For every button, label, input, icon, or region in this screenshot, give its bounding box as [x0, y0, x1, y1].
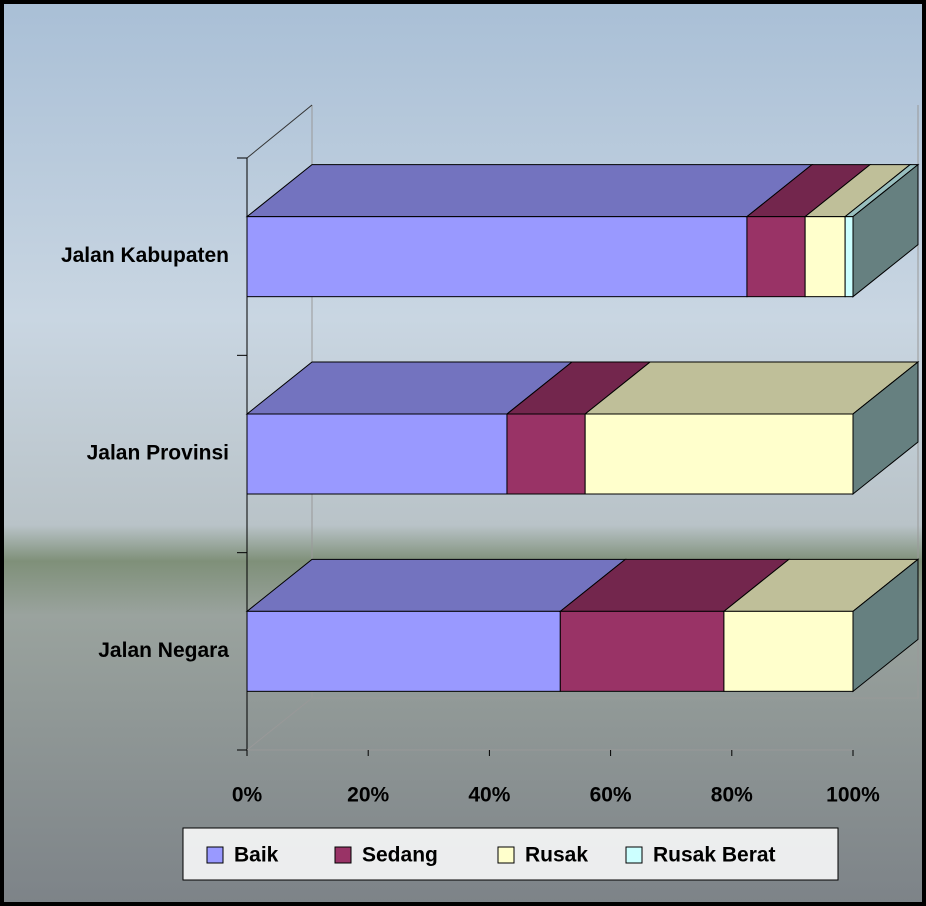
bar: [506, 413, 586, 495]
bar: [246, 610, 561, 692]
legend-swatch: [625, 846, 643, 864]
bar: [844, 216, 854, 298]
bar-top: [245, 558, 627, 612]
x-tick-label: 20%: [347, 784, 389, 807]
legend-label: Baik: [234, 844, 279, 867]
legend-label: Rusak: [525, 844, 588, 867]
bar-side: [852, 163, 919, 298]
bar: [246, 413, 508, 495]
x-tick-label: 40%: [468, 784, 510, 807]
legend-label: Sedang: [362, 844, 438, 867]
bar: [746, 216, 806, 298]
bar: [584, 413, 854, 495]
bar-side: [852, 558, 919, 693]
bar-top: [245, 164, 814, 218]
bar: [804, 216, 846, 298]
y-tick-label: Jalan Provinsi: [87, 442, 229, 465]
bar-side: [852, 360, 919, 496]
y-tick-label: Jalan Negara: [98, 639, 229, 662]
legend-swatch: [497, 846, 515, 864]
x-tick-label: 0%: [232, 784, 263, 807]
bar: [723, 610, 854, 692]
legend-label: Rusak Berat: [653, 844, 776, 867]
x-tick-label: 60%: [590, 784, 632, 807]
y-tick-label: Jalan Kabupaten: [61, 244, 229, 267]
bar: [246, 216, 748, 298]
bar: [559, 610, 725, 692]
x-tick-label: 100%: [826, 784, 880, 807]
x-tick-label: 80%: [711, 784, 753, 807]
legend-swatch: [334, 846, 352, 864]
legend-swatch: [206, 846, 224, 864]
